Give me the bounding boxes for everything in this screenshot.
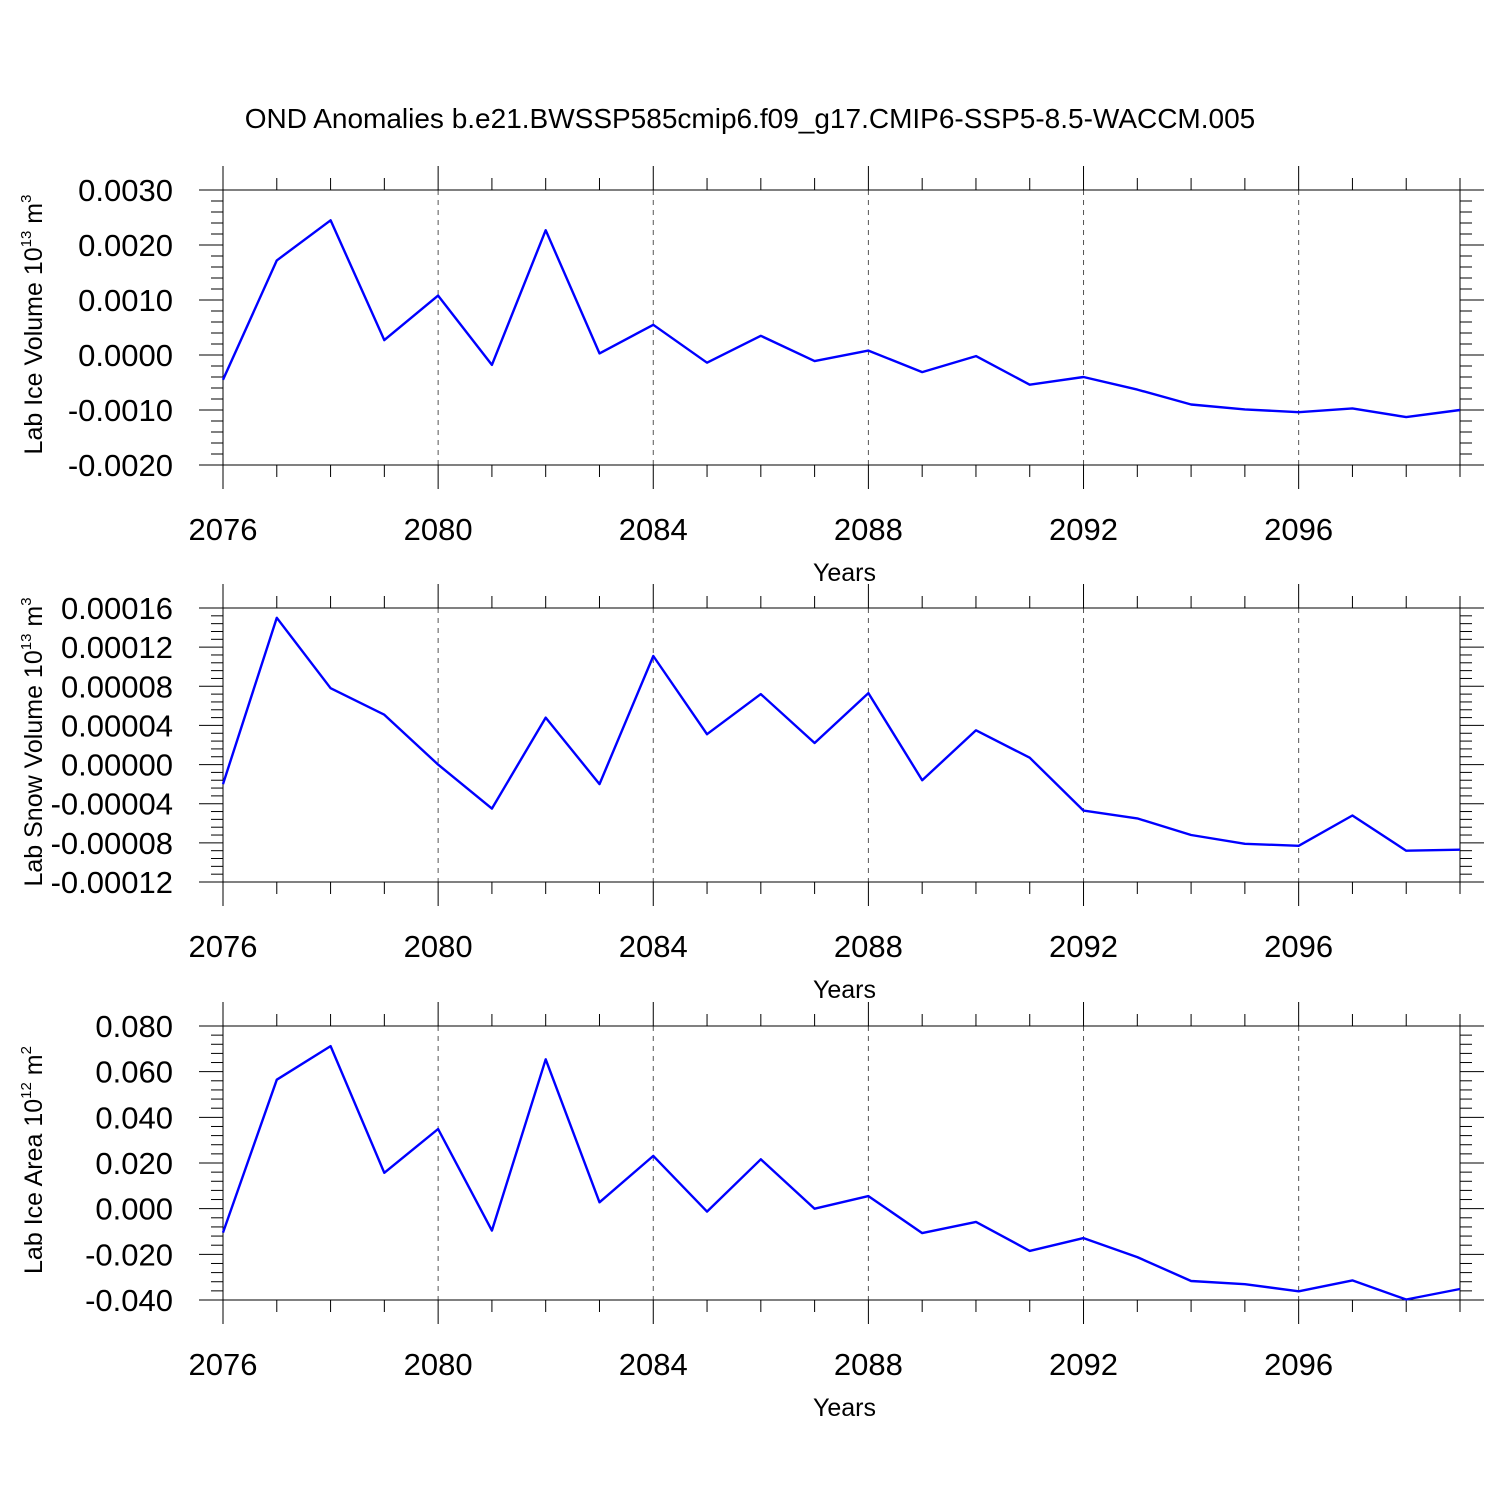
x-tick-label: 2092 (1049, 1347, 1118, 1382)
x-axis-label: Years (813, 559, 876, 587)
y-tick-label: 0.040 (95, 1100, 173, 1135)
y-tick-label: 0.00000 (61, 748, 173, 783)
y-axis-label: Lab Ice Area 1012 m2 (18, 1046, 48, 1274)
x-tick-label: 2080 (404, 1347, 473, 1382)
x-tick-label: 2076 (189, 1347, 258, 1382)
x-tick-label: 2084 (619, 512, 688, 547)
y-tick-label: -0.0020 (68, 448, 173, 483)
y-axis-label-unit: m (20, 1054, 48, 1082)
plot-frame (222, 189, 1461, 466)
y-tick-label: 0.080 (95, 1009, 173, 1044)
x-tick-label: 2088 (834, 1347, 903, 1382)
y-axis-label-exponent: 12 (18, 1082, 35, 1099)
y-axis-label-exponent: 13 (18, 634, 35, 651)
y-tick-label: 0.0000 (78, 338, 173, 373)
y-tick-label: 0.00004 (61, 708, 173, 743)
panels: 0.00300.00200.00100.0000-0.0010-0.002020… (18, 166, 1484, 1422)
y-axis-label-text: Lab Snow Volume 10 (20, 650, 48, 886)
x-tick-label: 2096 (1264, 512, 1333, 547)
series-line-lab-snow-volume (221, 616, 1461, 852)
y-tick-label: -0.0010 (68, 393, 173, 428)
y-tick-label: 0.0010 (78, 283, 173, 318)
y-tick-label: 0.0020 (78, 228, 173, 263)
x-tick-label: 2080 (404, 512, 473, 547)
panel-1: 0.0030 0.0020 0.0010 0.0000 -0.0010 -0.0020 20… (18, 166, 1484, 587)
x-axis-label: Years (813, 976, 876, 1004)
x-tick-label: 2084 (619, 1347, 688, 1382)
y-axis-label-unit-exponent: 3 (18, 195, 35, 203)
y-axis-label-unit-exponent: 3 (18, 597, 35, 605)
x-tick-label: 2096 (1264, 1347, 1333, 1382)
x-tick-label: 2092 (1049, 929, 1118, 964)
x-tick-label: 2080 (404, 929, 473, 964)
x-tick-label: 2092 (1049, 512, 1118, 547)
y-tick-label: -0.020 (85, 1237, 173, 1272)
y-axis-label-text: Lab Ice Volume 10 (20, 247, 48, 454)
x-tick-label: 2096 (1264, 929, 1333, 964)
y-tick-label: 0.00016 (61, 591, 173, 626)
y-axis-label-text: Lab Ice Area 10 (20, 1099, 48, 1274)
y-axis-label-unit: m (20, 203, 48, 231)
y-tick-label: -0.00012 (51, 865, 173, 900)
y-axis-label-unit-exponent: 2 (18, 1046, 35, 1054)
y-tick-label: 0.000 (95, 1192, 173, 1227)
plot-frame (222, 607, 1461, 883)
y-tick-label: -0.040 (85, 1283, 173, 1318)
x-tick-label: 2076 (189, 512, 258, 547)
y-tick-label: -0.00008 (51, 826, 173, 861)
y-axis-label: Lab Snow Volume 1013 m3 (18, 597, 48, 886)
x-tick-label: 2088 (834, 929, 903, 964)
panel-2: 0.00016 0.00012 0.00008 0.00004 0.00000 -0.00… (18, 584, 1484, 1004)
y-tick-label: -0.00004 (51, 787, 173, 822)
y-axis-label: Lab Ice Volume 1013 m3 (18, 195, 48, 455)
series-line-lab-ice-volume (221, 219, 1461, 419)
y-tick-label: 0.060 (95, 1055, 173, 1090)
x-tick-label: 2076 (189, 929, 258, 964)
panel-3: 0.080 0.060 0.040 0.020 0.000 -0.020 -0.040 207… (18, 1002, 1484, 1422)
series-line-lab-ice-area (221, 1044, 1461, 1301)
figure-title: OND Anomalies b.e21.BWSSP585cmip6.f09_g1… (245, 103, 1256, 134)
y-axis-label-unit: m (20, 606, 48, 634)
y-tick-label: 0.00008 (61, 669, 173, 704)
x-tick-label: 2088 (834, 512, 903, 547)
x-tick-label: 2084 (619, 929, 688, 964)
y-tick-label: 0.020 (95, 1146, 173, 1181)
y-tick-label: 0.0030 (78, 173, 173, 208)
y-tick-label: 0.00012 (61, 630, 173, 665)
y-axis-label-exponent: 13 (18, 231, 35, 248)
x-axis-label: Years (813, 1394, 876, 1422)
